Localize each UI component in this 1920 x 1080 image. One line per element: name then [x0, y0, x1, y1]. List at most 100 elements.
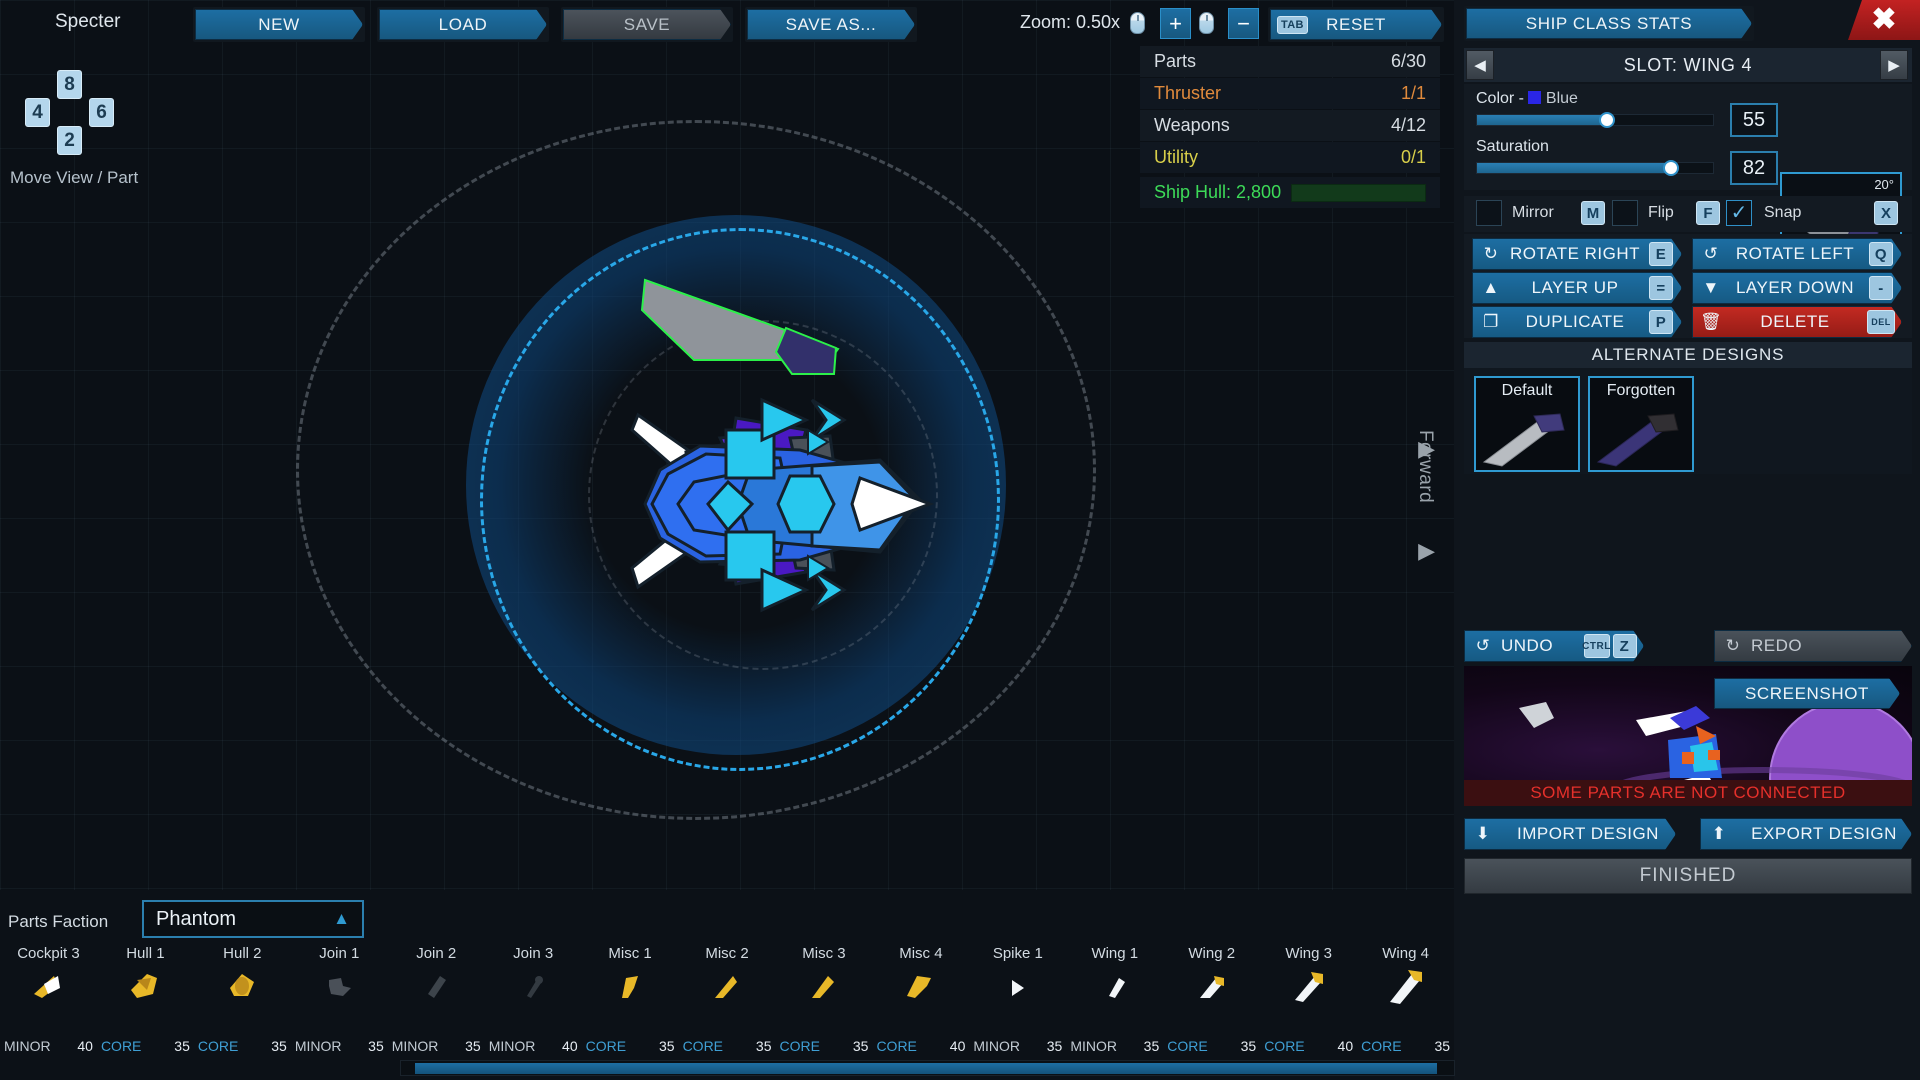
delete-button[interactable]: 🗑 DELETE DEL: [1692, 306, 1902, 338]
part-tag: MINOR: [294, 1038, 342, 1054]
part-name: Misc 1: [608, 945, 652, 962]
part-item-hull-1[interactable]: Hull 1 CORE 35: [97, 942, 194, 1060]
saturation-slider[interactable]: [1476, 160, 1714, 176]
import-label: IMPORT DESIGN: [1517, 824, 1659, 843]
save-button[interactable]: SAVE: [563, 9, 731, 40]
parts-scrollbar[interactable]: [400, 1060, 1455, 1076]
part-cost: 35: [658, 1038, 675, 1054]
reset-button[interactable]: TAB RESET: [1270, 9, 1442, 40]
part-cost: 35: [174, 1038, 190, 1054]
rotate-left-key: Q: [1869, 242, 1893, 266]
alternate-design-card[interactable]: Forgotten: [1588, 376, 1694, 472]
import-design-button[interactable]: ⬇ IMPORT DESIGN: [1464, 818, 1676, 850]
part-name: Spike 1: [992, 945, 1043, 962]
alternate-design-card[interactable]: Default: [1474, 376, 1580, 472]
stat-label: Utility: [1154, 147, 1198, 167]
keypad-left-key: 4: [25, 98, 50, 127]
part-item-wing-2[interactable]: Wing 2 CORE 35: [1163, 942, 1260, 1060]
rotate-cw-icon: ↻: [1483, 244, 1499, 263]
redo-button[interactable]: ↻ REDO: [1714, 630, 1912, 662]
part-tag: CORE: [1167, 1038, 1208, 1054]
part-item-join-2[interactable]: Join 2 MINOR 35: [388, 942, 485, 1060]
part-item-join-1[interactable]: Join 1 MINOR 35: [291, 942, 388, 1060]
layer-down-key: -: [1869, 276, 1893, 300]
ship-hull-bar: [1291, 183, 1426, 202]
part-item-hull-2[interactable]: Hull 2 CORE 35: [194, 942, 291, 1060]
part-icon: [872, 962, 969, 1014]
part-item-join-3[interactable]: Join 3 MINOR 40: [485, 942, 582, 1060]
part-icon: [97, 962, 194, 1014]
duplicate-button[interactable]: ❐ DUPLICATE P: [1472, 306, 1682, 338]
export-design-button[interactable]: ⬆ EXPORT DESIGN: [1700, 818, 1912, 850]
part-item-spike-1[interactable]: Spike 1 MINOR 35: [969, 942, 1066, 1060]
parts-faction-value: Phantom: [156, 907, 237, 930]
close-button[interactable]: ✖: [1848, 0, 1920, 40]
part-item-wing-3[interactable]: Wing 3 CORE 40: [1260, 942, 1357, 1060]
part-item-cockpit-3[interactable]: Cockpit 3 MINOR 40: [0, 942, 97, 1060]
undo-icon: ↺: [1475, 636, 1491, 655]
saturation-value-box[interactable]: 82: [1730, 151, 1778, 185]
ship-class-stats-button[interactable]: SHIP CLASS STATS: [1466, 8, 1752, 39]
mirror-checkbox[interactable]: [1476, 200, 1502, 226]
finished-button[interactable]: FINISHED: [1464, 858, 1912, 894]
part-actions: ↻ ROTATE RIGHT E ↺ ROTATE LEFT Q ▲ LAYER…: [1464, 234, 1912, 338]
part-tag: CORE: [1361, 1038, 1402, 1054]
chevron-up-icon: ▲: [333, 909, 350, 928]
parts-faction-select[interactable]: Phantom ▲: [142, 900, 364, 938]
part-item-misc-2[interactable]: Misc 2 CORE 35: [679, 942, 776, 1060]
part-icon: [485, 962, 582, 1014]
part-cost: 35: [1046, 1038, 1063, 1054]
part-item-wing-1[interactable]: Wing 1 MINOR 35: [1066, 942, 1163, 1060]
color-swatch: [1528, 91, 1542, 104]
part-name: Join 2: [416, 945, 457, 962]
parts-scrollbar-thumb[interactable]: [415, 1063, 1437, 1074]
alternate-designs-section: ALTERNATE DESIGNS Default Forgotten: [1464, 342, 1912, 474]
part-icon: [1357, 962, 1454, 1014]
flip-checkbox[interactable]: [1612, 200, 1638, 226]
rotate-right-button[interactable]: ↻ ROTATE RIGHT E: [1472, 238, 1682, 270]
layer-up-button[interactable]: ▲ LAYER UP =: [1472, 272, 1682, 304]
part-icon: [194, 962, 291, 1014]
stat-value: 6/30: [1390, 51, 1426, 71]
copy-icon: ❐: [1483, 312, 1499, 331]
part-cost: 35: [1434, 1038, 1451, 1054]
delete-label: DELETE: [1760, 312, 1830, 331]
undo-button[interactable]: ↺ UNDO CTRL Z: [1464, 630, 1644, 662]
move-keypad-hint: 8 4 6 2: [25, 70, 115, 155]
radar-ring-outer: [296, 120, 1096, 820]
part-rotation-degrees: 20°: [1874, 177, 1894, 192]
flip-label: Flip: [1648, 204, 1674, 221]
part-tag: CORE: [100, 1038, 142, 1054]
screenshot-button[interactable]: SCREENSHOT: [1714, 678, 1900, 709]
part-item-misc-3[interactable]: Misc 3 CORE 35: [776, 942, 873, 1060]
ship-design-canvas[interactable]: ▶ Forward ▶ Cruiser 8 4 6 2 Move View / …: [0, 0, 1454, 1080]
part-item-wing-4[interactable]: Wing 4 CORE 35: [1357, 942, 1454, 1060]
parts-list[interactable]: Cockpit 3 MINOR 40 Hull 1 CORE 35 Hull 2 CORE 35…: [0, 942, 1454, 1060]
next-slot-button[interactable]: ▶: [1880, 50, 1908, 80]
part-item-misc-4[interactable]: Misc 4 CORE 40: [872, 942, 969, 1060]
top-toolbar: Specter NEW LOAD SAVE SAVE AS... Zoom: 0…: [0, 0, 1454, 46]
triangle-up-icon: ▲: [1482, 278, 1500, 297]
snap-checkbox[interactable]: ✓: [1726, 200, 1752, 226]
part-name: Wing 4: [1382, 945, 1429, 962]
part-item-misc-1[interactable]: Misc 1 CORE 35: [582, 942, 679, 1060]
new-button[interactable]: NEW: [195, 9, 363, 40]
rotate-left-button[interactable]: ↺ ROTATE LEFT Q: [1692, 238, 1902, 270]
part-tag: MINOR: [488, 1038, 536, 1054]
zoom-in-button[interactable]: +: [1160, 8, 1191, 39]
zoom-out-button[interactable]: −: [1228, 8, 1259, 39]
color-value-box[interactable]: 55: [1730, 103, 1778, 137]
load-button[interactable]: LOAD: [379, 9, 547, 40]
delete-key: DEL: [1867, 310, 1895, 334]
part-tag: MINOR: [1070, 1038, 1117, 1054]
layer-down-button[interactable]: ▼ LAYER DOWN -: [1692, 272, 1902, 304]
color-slider[interactable]: [1476, 112, 1714, 128]
part-cost: 35: [1143, 1038, 1160, 1054]
save-as-button[interactable]: SAVE AS...: [747, 9, 915, 40]
part-icon: [291, 962, 388, 1014]
alternate-design-name: Default: [1501, 382, 1553, 399]
part-tag: CORE: [585, 1038, 627, 1054]
ship-hull-row: Ship Hull: 2,800: [1140, 177, 1440, 208]
prev-slot-button[interactable]: ◀: [1466, 50, 1494, 80]
stat-label: Thruster: [1154, 83, 1222, 103]
